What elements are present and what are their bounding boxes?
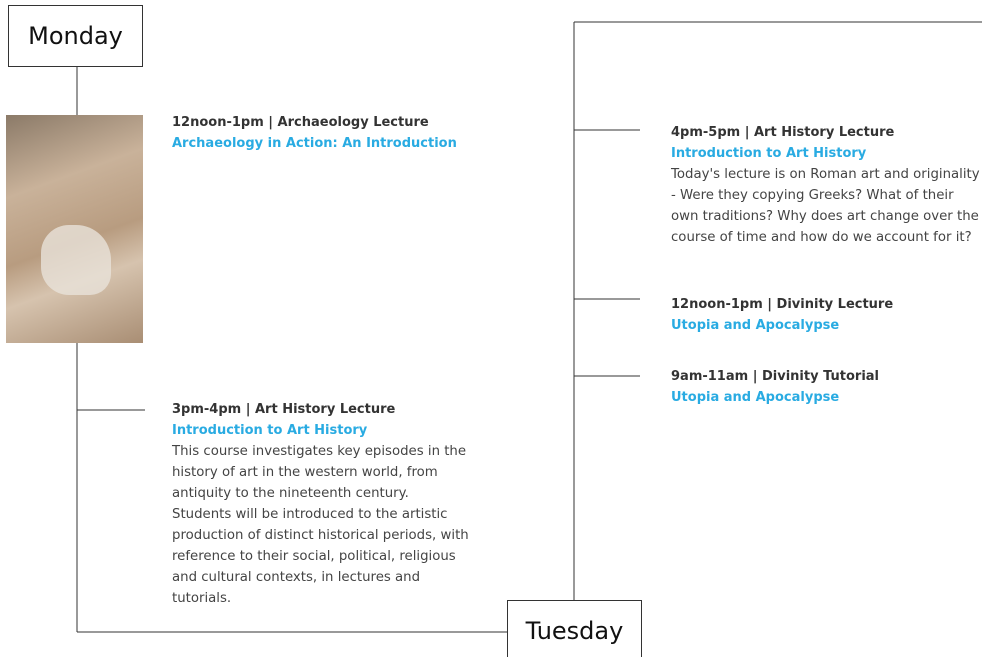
event-time: 4pm-5pm | Art History Lecture: [671, 125, 895, 140]
event-description: This course investigates key episodes in…: [172, 444, 469, 606]
event-time: 3pm-4pm | Art History Lecture: [172, 402, 396, 417]
photo: [6, 115, 143, 343]
event-time: 9am-11am | Divinity Tutorial: [671, 369, 880, 384]
event: 3pm-4pm | Art History Lecture Introducti…: [172, 399, 472, 609]
day-label: Monday: [8, 5, 143, 67]
event: 4pm-5pm | Art History Lecture Introducti…: [671, 122, 981, 248]
event: 9am-11am | Divinity Tutorial Utopia and …: [671, 366, 971, 408]
event: 12noon-1pm | Divinity Lecture Utopia and…: [671, 294, 971, 336]
event-link[interactable]: Introduction to Art History: [671, 146, 867, 161]
event-time: 12noon-1pm | Archaeology Lecture: [172, 115, 429, 130]
event-link[interactable]: Utopia and Apocalypse: [671, 318, 840, 333]
event-link[interactable]: Introduction to Art History: [172, 423, 368, 438]
event-description: Today's lecture is on Roman art and orig…: [671, 167, 980, 245]
event-time: 12noon-1pm | Divinity Lecture: [671, 297, 894, 312]
event-link[interactable]: Utopia and Apocalypse: [671, 390, 840, 405]
day-label: Tuesday: [507, 600, 642, 657]
event: 12noon-1pm | Archaeology Lecture Archaeo…: [172, 112, 472, 154]
event-link[interactable]: Archaeology in Action: An Introduction: [172, 136, 457, 151]
